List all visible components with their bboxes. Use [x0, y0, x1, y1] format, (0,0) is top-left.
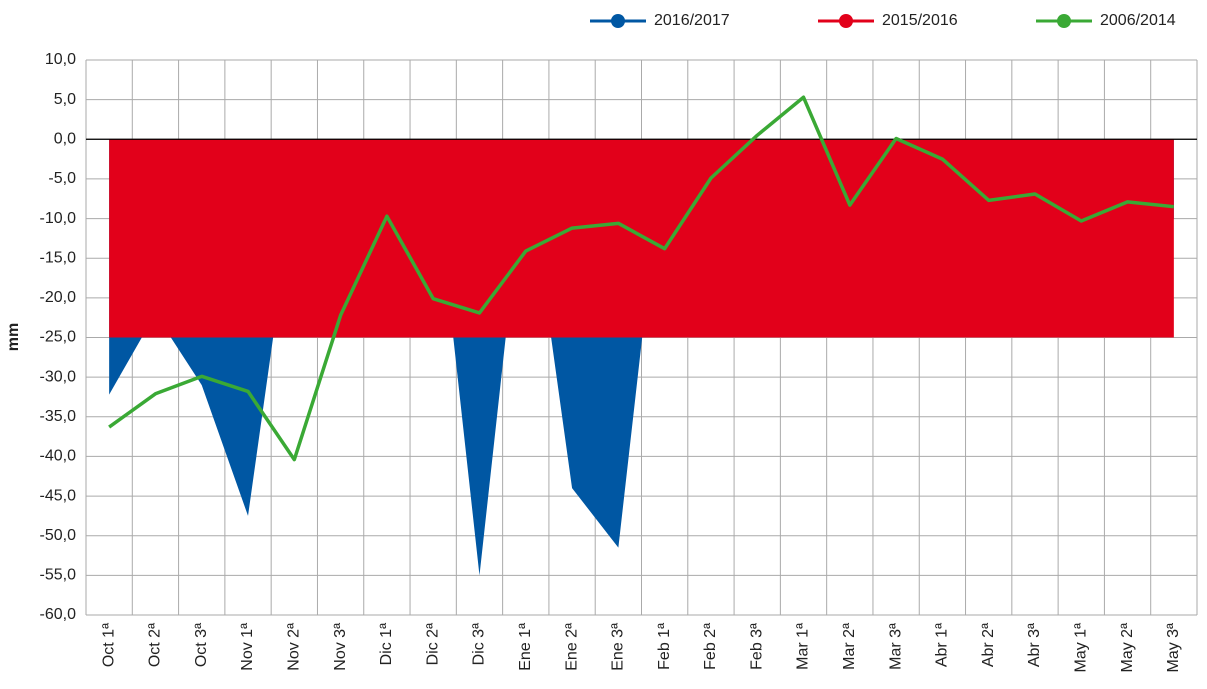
x-tick-label: Dic 2ª [424, 623, 441, 665]
legend-marker [611, 14, 625, 28]
y-tick-label: 0,0 [54, 131, 76, 148]
y-tick-label: -25,0 [40, 329, 77, 346]
y-tick-label: 10,0 [45, 51, 76, 68]
x-tick-label: Mar 1ª [795, 623, 812, 670]
x-tick-label: Abr 3ª [1026, 623, 1043, 667]
y-tick-label: -15,0 [40, 249, 77, 266]
y-tick-label: -55,0 [40, 567, 77, 584]
x-tick-label: Nov 3ª [332, 623, 349, 671]
x-tick-label: Dic 1ª [378, 623, 395, 665]
x-tick-label: Abr 2ª [980, 623, 997, 667]
x-tick-label: Abr 1ª [934, 623, 951, 667]
y-tick-label: -60,0 [40, 606, 77, 623]
legend-marker [1057, 14, 1071, 28]
y-tick-label: -45,0 [40, 487, 77, 504]
legend-marker [839, 14, 853, 28]
x-tick-label: Ene 3ª [610, 623, 627, 671]
y-axis-label: mm [5, 323, 22, 351]
x-tick-label: Mar 2ª [841, 623, 858, 670]
x-tick-label: May 2ª [1119, 623, 1136, 673]
x-tick-label: Ene 2ª [563, 623, 580, 671]
x-tick-label: Oct 3ª [193, 623, 210, 667]
y-tick-label: -10,0 [40, 210, 77, 227]
x-tick-label: Dic 3ª [471, 623, 488, 665]
x-tick-label: Feb 3ª [748, 623, 765, 670]
line [108, 95, 1175, 462]
x-tick-label: May 1ª [1072, 623, 1089, 673]
area [109, 139, 1174, 338]
y-tick-label: -30,0 [40, 368, 77, 385]
y-tick-label: -20,0 [40, 289, 77, 306]
x-tick-label: Nov 2ª [286, 623, 303, 671]
y-tick-label: -5,0 [48, 170, 76, 187]
x-tick-label: May 3ª [1165, 623, 1182, 673]
y-tick-label: -50,0 [40, 527, 77, 544]
y-tick-label: -35,0 [40, 408, 77, 425]
legend-label: 2015/2016 [882, 12, 958, 29]
x-tick-label: Mar 3ª [887, 623, 904, 670]
legend-label: 2016/2017 [654, 12, 730, 29]
legend-label: 2006/2014 [1100, 12, 1176, 29]
x-tick-label: Oct 1ª [100, 623, 117, 667]
y-tick-label: 5,0 [54, 91, 76, 108]
x-tick-label: Feb 1ª [656, 623, 673, 670]
y-tick-label: -40,0 [40, 448, 77, 465]
x-tick-label: Feb 2ª [702, 623, 719, 670]
x-tick-label: Nov 1ª [239, 623, 256, 671]
x-tick-label: Ene 1ª [517, 623, 534, 671]
x-tick-label: Oct 2ª [147, 623, 164, 667]
